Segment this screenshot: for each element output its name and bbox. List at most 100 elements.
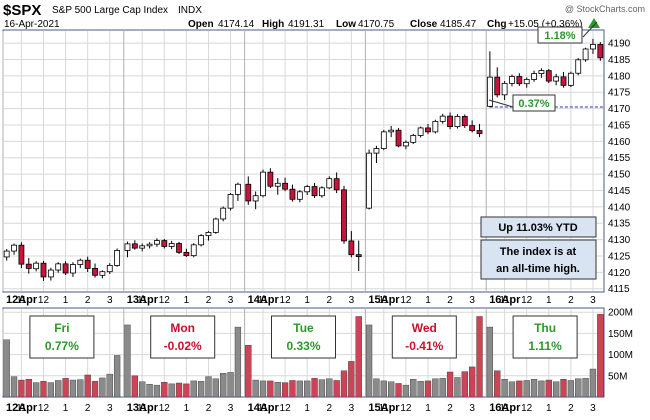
low-value: 4170.75: [358, 19, 395, 30]
volume-bar: [146, 384, 153, 398]
volume-bar: [77, 379, 84, 398]
candle-body: [311, 186, 318, 197]
volume-bar: [410, 379, 417, 398]
volume-bar: [402, 384, 410, 398]
volume-bar: [161, 381, 168, 398]
open-value: 4174.14: [218, 19, 255, 30]
candle-body: [355, 254, 362, 258]
candle-body: [176, 243, 182, 253]
candle-body: [348, 240, 355, 256]
ytd-box: [480, 216, 597, 238]
price-x-tick-label: 11: [137, 295, 148, 306]
volume-x-tick-label: 12: [521, 403, 533, 414]
price-x-tick-label: 3: [469, 295, 475, 306]
day-change-pct: -0.02%: [164, 339, 202, 353]
price-x-tick-label: 15Apr: [368, 294, 400, 306]
volume-bar: [69, 379, 77, 398]
volume-x-tick-label: 3: [469, 403, 475, 414]
volume-bar: [3, 339, 10, 398]
candle-body: [18, 244, 25, 265]
price-tick-label: 4140: [608, 202, 631, 213]
volume-x-tick-label: 3: [228, 403, 234, 414]
volume-x-tick-label: 14Apr: [248, 402, 280, 414]
day-name: Fri: [54, 321, 69, 335]
volume-bar: [99, 377, 106, 398]
candle-body: [380, 131, 387, 149]
price-x-tick-label: 12: [521, 295, 533, 306]
volume-bar: [227, 372, 234, 398]
volume-x-tick-label: 2: [447, 403, 453, 414]
volume-bar: [304, 380, 311, 398]
price-x-tick-label: 12: [159, 295, 171, 306]
volume-bar: [326, 378, 333, 398]
volume-x-tick-label: 2: [206, 403, 212, 414]
volume-bar: [432, 378, 439, 398]
gain-top-box: [537, 26, 583, 44]
volume-x-tick-label: 11: [137, 403, 148, 414]
candle-body: [553, 76, 560, 82]
volume-x-tick-label: 11: [379, 403, 390, 414]
volume-bar: [131, 375, 138, 398]
candle-body: [501, 82, 508, 96]
volume-bar: [234, 326, 242, 398]
volume-x-tick-label: 3: [349, 403, 355, 414]
price-x-tick-label: 12: [400, 295, 412, 306]
candle-body: [124, 243, 131, 251]
price-x-tick-label: 2: [447, 295, 453, 306]
volume-bar: [252, 379, 259, 398]
price-x-tick-label: 12: [280, 295, 292, 306]
gain-bottom-box: [512, 94, 556, 112]
chart-date: 16-Apr-2021: [4, 19, 60, 30]
watermark: @ StockCharts.com: [565, 4, 645, 14]
price-x-tick-label: 14Apr: [248, 294, 280, 306]
volume-x-tick-label: 12: [400, 403, 412, 414]
close-value: 4185.47: [440, 19, 477, 30]
price-x-tick-label: 2: [206, 295, 212, 306]
volume-y-axis: 50M 100M 150M 200M: [608, 308, 633, 383]
candle-body: [146, 243, 153, 247]
volume-bar: [340, 370, 348, 398]
volume-x-tick-label: 1: [184, 403, 190, 414]
candle-body: [425, 127, 431, 133]
volume-tick-label: 100M: [608, 350, 633, 361]
candle-body: [516, 76, 523, 85]
gain-bottom-pointer: [488, 99, 514, 108]
candle-body: [432, 120, 439, 133]
price-tick-label: 4190: [608, 39, 631, 50]
candle-body: [545, 70, 552, 82]
day-change-box: [29, 315, 95, 359]
volume-tick-label: 50M: [608, 371, 627, 382]
volume-bar: [454, 377, 461, 398]
index-name: S&P 500 Large Cap Index: [52, 5, 168, 16]
candle-body: [567, 72, 574, 86]
day-change-pct: 0.77%: [45, 339, 79, 353]
candle-body: [319, 187, 325, 197]
volume-bar: [552, 381, 560, 398]
candle-body: [373, 148, 380, 154]
candle-body: [590, 44, 596, 50]
volume-x-tick-label: 1: [304, 403, 310, 414]
volume-bar: [311, 378, 318, 398]
volume-bar: [575, 378, 582, 398]
volume-bar: [25, 379, 32, 398]
volume-x-tick-label: 16Apr: [489, 402, 521, 414]
day-change-box: [391, 315, 457, 359]
candle-body: [212, 218, 219, 233]
volume-bar: [113, 355, 121, 398]
candle-body: [461, 116, 468, 127]
volume-bar: [40, 381, 47, 398]
volume-bar: [348, 361, 355, 398]
volume-bar: [597, 314, 604, 398]
price-tick-label: 4170: [608, 104, 631, 115]
volume-bar: [567, 380, 575, 398]
price-x-tick-label: 3: [107, 295, 113, 306]
low-label: Low: [336, 19, 356, 30]
volume-bar: [106, 373, 113, 398]
volume-bar: [380, 380, 387, 398]
volume-bars: [3, 314, 604, 398]
candle-body: [220, 207, 227, 220]
candle-body: [190, 244, 197, 257]
